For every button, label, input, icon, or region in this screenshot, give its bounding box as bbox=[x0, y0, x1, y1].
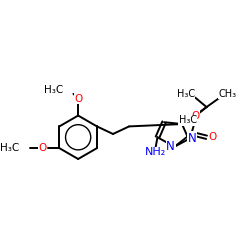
Text: H₃C: H₃C bbox=[178, 115, 197, 125]
Text: H₃C: H₃C bbox=[177, 89, 195, 99]
Text: O: O bbox=[191, 110, 199, 120]
Text: NH₂: NH₂ bbox=[145, 148, 166, 158]
Text: CH₃: CH₃ bbox=[218, 89, 236, 99]
Text: O: O bbox=[38, 143, 46, 153]
Text: O: O bbox=[74, 94, 82, 104]
Text: H₃C: H₃C bbox=[0, 143, 20, 153]
Text: N: N bbox=[166, 140, 175, 153]
Text: O: O bbox=[208, 132, 216, 142]
Text: H₃C: H₃C bbox=[44, 85, 63, 95]
Text: N: N bbox=[188, 132, 197, 145]
